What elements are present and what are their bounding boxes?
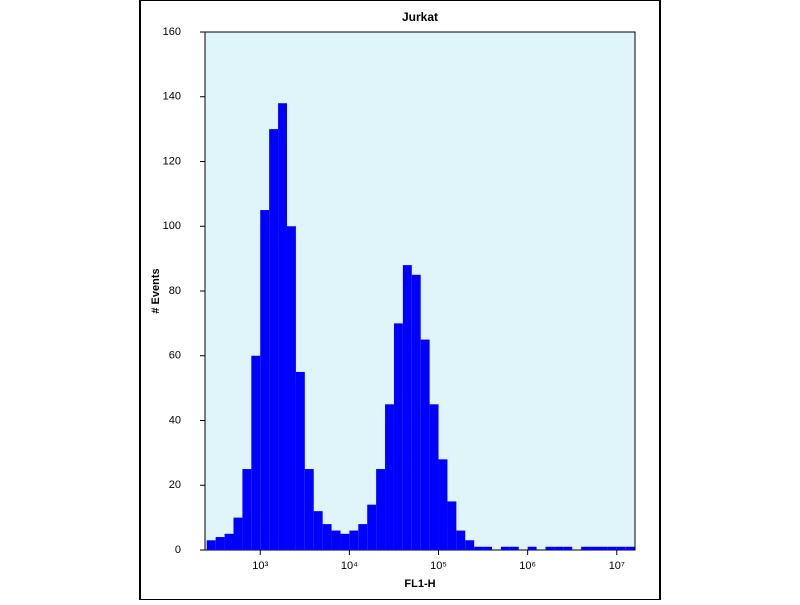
bar: [233, 517, 243, 550]
x-tick-label: 10⁴: [341, 560, 358, 572]
y-tick-label: 160: [163, 26, 181, 38]
bar: [483, 546, 493, 550]
bar: [429, 404, 439, 550]
bar: [402, 265, 412, 550]
bar: [322, 524, 332, 550]
bar: [340, 533, 350, 550]
bar: [590, 546, 599, 550]
bar: [278, 103, 287, 550]
bar: [358, 524, 368, 550]
bar: [420, 339, 430, 550]
bar: [554, 546, 564, 550]
bar: [260, 210, 270, 550]
bar: [304, 469, 314, 550]
x-tick-label: 10³: [252, 560, 268, 572]
bar: [251, 355, 261, 550]
y-tick-label: 0: [175, 544, 181, 556]
bar: [545, 546, 555, 550]
bar: [331, 530, 341, 550]
bar: [224, 533, 234, 550]
bar: [269, 129, 279, 550]
x-tick-label: 10⁵: [430, 560, 447, 572]
y-tick-label: 60: [169, 350, 181, 362]
bar: [313, 511, 323, 550]
bar: [367, 504, 377, 550]
x-axis-label: FL1-H: [404, 578, 435, 590]
bar: [581, 546, 591, 550]
x-tick-label: 10⁷: [609, 560, 625, 572]
y-tick-label: 20: [169, 479, 181, 491]
bar: [500, 546, 510, 550]
y-tick-label: 100: [163, 220, 181, 232]
bar: [616, 546, 626, 550]
bar: [349, 530, 359, 550]
bar: [474, 546, 484, 550]
bar: [598, 546, 608, 550]
bar: [385, 404, 394, 550]
bar: [242, 469, 252, 550]
y-tick-label: 120: [163, 155, 181, 167]
bar: [509, 546, 519, 550]
bar: [563, 546, 573, 550]
y-tick-label: 40: [169, 414, 181, 426]
chart-title: Jurkat: [402, 10, 438, 24]
bar: [411, 274, 421, 550]
bar: [447, 501, 457, 550]
bar: [295, 371, 305, 550]
bar: [438, 459, 448, 550]
y-axis-label: # Events: [150, 268, 162, 313]
bar: [215, 537, 225, 550]
bar: [286, 226, 296, 550]
y-tick-label: 80: [169, 285, 181, 297]
x-tick-label: 10⁶: [519, 560, 536, 572]
bar: [607, 546, 617, 550]
bar: [206, 540, 216, 550]
bar: [376, 469, 386, 550]
bar: [527, 546, 537, 550]
bar: [456, 530, 466, 550]
y-tick-label: 140: [163, 91, 181, 103]
bar: [465, 540, 475, 550]
bar: [393, 323, 403, 550]
bar: [625, 546, 635, 550]
